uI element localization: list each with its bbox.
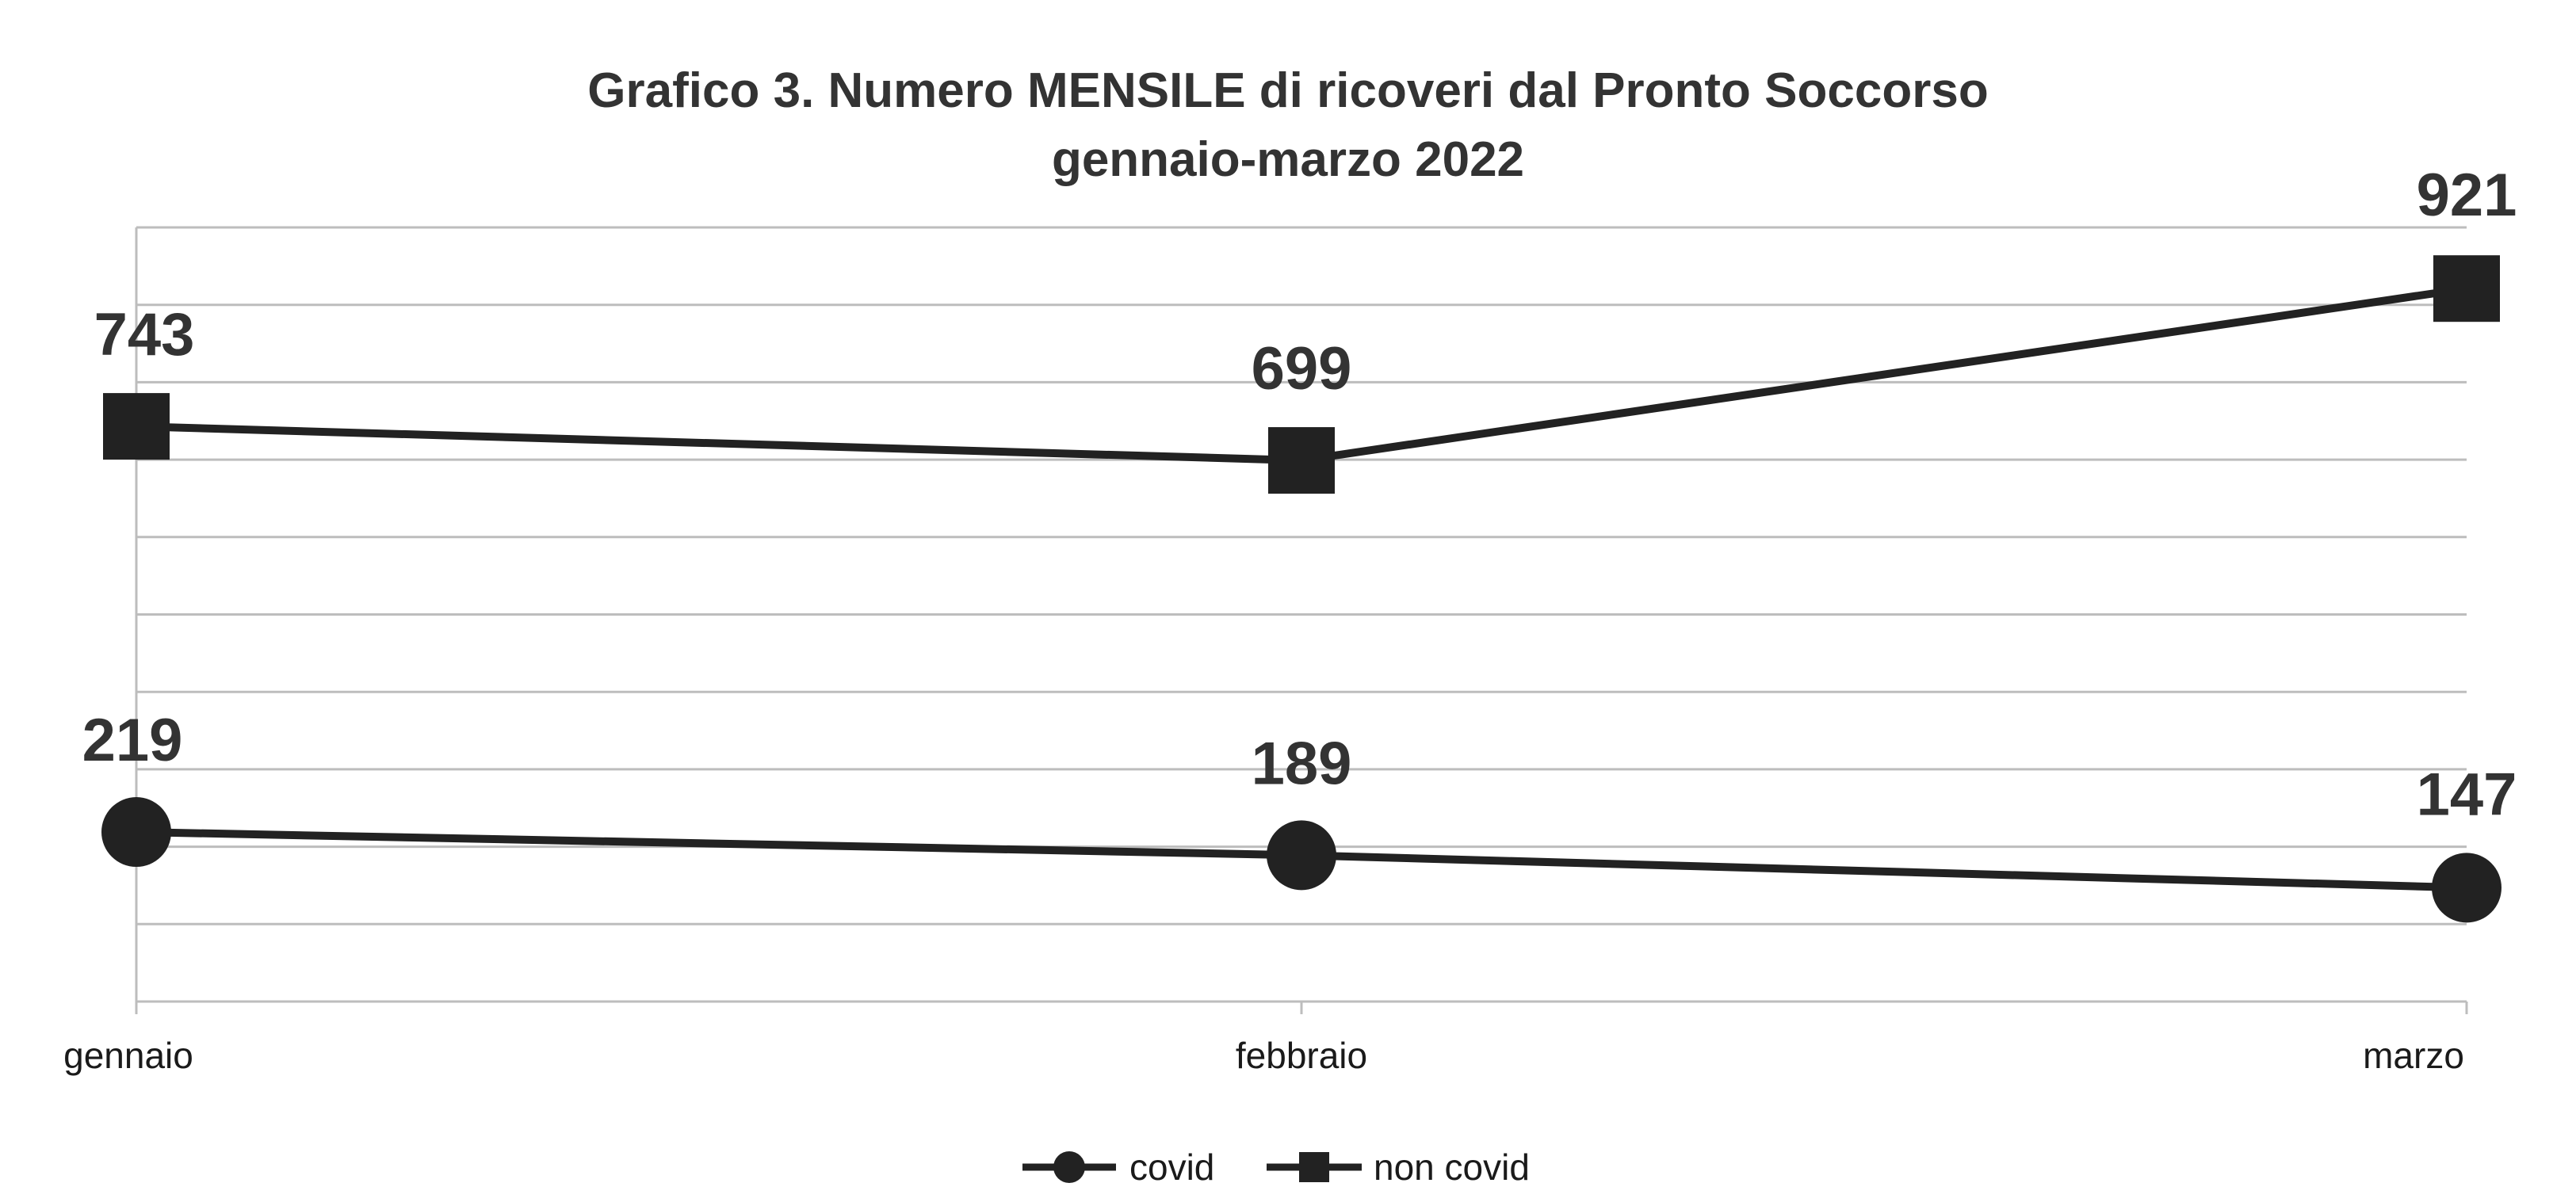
legend-label: non covid xyxy=(1374,1147,1530,1188)
legend-label: covid xyxy=(1129,1147,1214,1188)
chart-subtitle: gennaio-marzo 2022 xyxy=(1052,132,1524,187)
data-point xyxy=(103,393,170,460)
data-label: 699 xyxy=(1252,335,1352,403)
x-tick-label: gennaio xyxy=(63,1035,193,1076)
series-covid xyxy=(101,797,2501,923)
data-label: 189 xyxy=(1252,730,1352,797)
legend-item-covid: covid xyxy=(1022,1147,1214,1188)
axes: gennaio febbraio marzo xyxy=(63,227,2468,1076)
data-point xyxy=(1267,820,1336,891)
data-label: 147 xyxy=(2417,761,2517,828)
data-label: 743 xyxy=(94,301,195,368)
x-tick-label: marzo xyxy=(2363,1035,2464,1076)
x-tick-label: febbraio xyxy=(1236,1035,1367,1076)
data-label: 921 xyxy=(2417,162,2517,229)
data-point xyxy=(101,797,171,868)
legend-marker xyxy=(1299,1152,1329,1182)
legend-marker xyxy=(1053,1151,1085,1183)
data-point xyxy=(1268,427,1335,494)
data-point xyxy=(2432,853,2501,923)
legend: covid non covid xyxy=(1022,1147,1530,1188)
series-non-covid xyxy=(103,255,2500,494)
gridlines xyxy=(136,226,2467,925)
data-labels: 219 189 147 743 699 921 xyxy=(82,162,2517,828)
data-point xyxy=(2433,255,2500,322)
data-label: 219 xyxy=(82,707,183,774)
legend-item-non-covid: non covid xyxy=(1267,1147,1530,1188)
chart-title: Grafico 3. Numero MENSILE di ricoveri da… xyxy=(587,63,1988,118)
series-group xyxy=(101,255,2501,923)
